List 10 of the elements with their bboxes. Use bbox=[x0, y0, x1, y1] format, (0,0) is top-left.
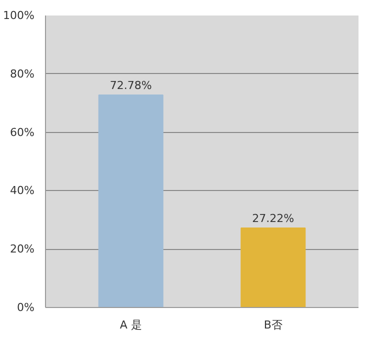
data-label: 27.22% bbox=[252, 212, 294, 226]
y-tick-label: 100% bbox=[3, 9, 35, 22]
y-tick-label: 80% bbox=[10, 67, 35, 80]
x-tick-label: A 是 bbox=[120, 318, 142, 332]
x-tick-label: B否 bbox=[264, 318, 282, 332]
data-label: 72.78% bbox=[110, 78, 152, 92]
y-tick-label: 20% bbox=[10, 242, 35, 256]
y-tick-label: 60% bbox=[10, 126, 35, 139]
y-tick-label: 0% bbox=[17, 301, 34, 314]
y-tick-label: 40% bbox=[10, 184, 35, 198]
